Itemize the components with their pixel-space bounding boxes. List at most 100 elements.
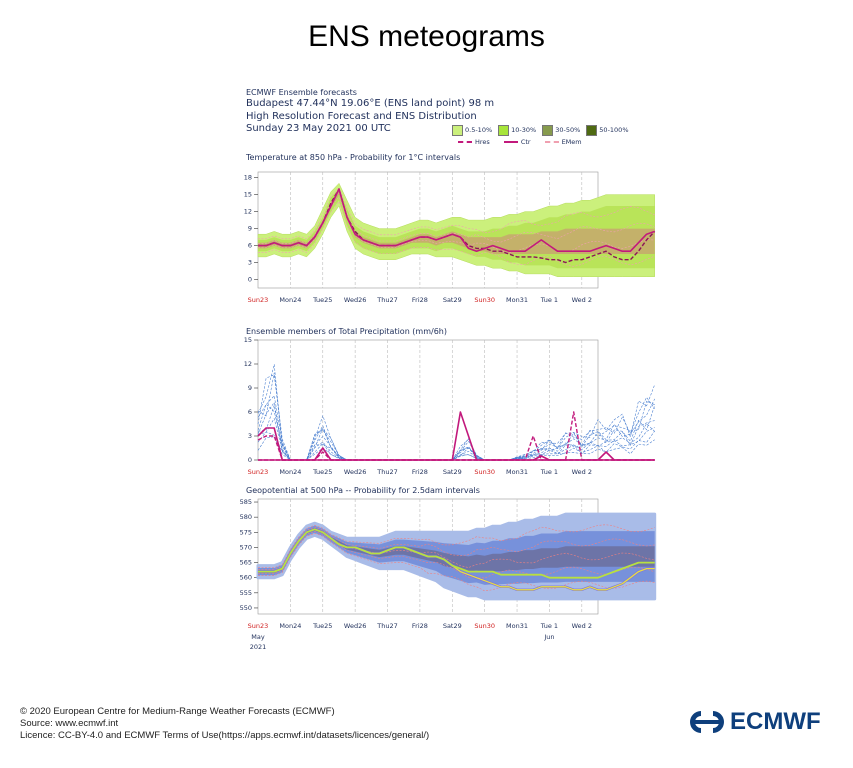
x-tick-label: Wed 2 — [572, 296, 592, 304]
x-tick-label: Tue 1 — [540, 622, 558, 630]
x-tick-label: Fri28 — [412, 622, 428, 630]
ensemble-member-line — [257, 418, 655, 461]
y-tick-label: 560 — [240, 574, 252, 582]
legend-band-0: 0.5-10% — [452, 124, 493, 136]
y-tick-label: 9 — [248, 384, 252, 392]
ensemble-member-line — [257, 395, 655, 461]
x-tick-label: Sun30 — [474, 468, 495, 476]
y-tick-label: 575 — [240, 528, 252, 536]
legend-line-1: Ctr — [503, 138, 531, 146]
ensemble-member-line — [258, 187, 655, 240]
legend-line-0: Hres — [458, 138, 490, 146]
x-tick-label: Mon24 — [279, 622, 301, 630]
x-tick-label: Wed 2 — [572, 622, 592, 630]
y-tick-label: 6 — [248, 408, 252, 416]
band-30-50 — [258, 189, 655, 254]
legend: 0.5-10% 10-30% 30-50% 50-100% Hres Ctr EMem — [452, 124, 635, 148]
meteogram-charts: Temperature at 850 hPa - Probability for… — [240, 153, 657, 651]
chart-title: Temperature at 850 hPa - Probability for… — [245, 153, 460, 162]
x-tick-label: Sat29 — [443, 296, 462, 304]
x-tick-label: Mon31 — [506, 296, 528, 304]
year-label: 2021 — [250, 643, 267, 651]
y-tick-label: 12 — [244, 360, 252, 368]
y-tick-label: 3 — [248, 259, 252, 267]
month-label: May — [251, 633, 265, 641]
chart-title: Ensemble members of Total Precipitation … — [246, 327, 447, 336]
x-tick-label: Sun23 — [248, 296, 269, 304]
x-tick-label: Sat29 — [443, 622, 462, 630]
y-tick-label: 580 — [240, 513, 252, 521]
legend-label: Ctr — [520, 138, 531, 146]
y-tick-label: 9 — [248, 225, 252, 233]
ensemble-member-line — [258, 533, 655, 592]
y-tick-label: 555 — [240, 589, 252, 597]
x-tick-label: Wed26 — [344, 622, 366, 630]
source-text: Source: www.ecmwf.int — [20, 718, 119, 729]
legend-label: 0.5-10% — [465, 126, 493, 134]
ecmwf-logo-text: ECMWF — [730, 708, 821, 735]
legend-label: 10-30% — [511, 126, 537, 134]
legend-swatch — [498, 124, 510, 136]
x-tick-label: Wed26 — [344, 296, 366, 304]
ecmwf-logo[interactable]: ECMWF — [688, 708, 821, 736]
x-tick-label: Wed26 — [344, 468, 366, 476]
legend-band-1: 10-30% — [498, 124, 537, 136]
header-description: High Resolution Forecast and ENS Distrib… — [246, 111, 477, 122]
y-tick-label: 15 — [244, 191, 252, 199]
ensemble-member-line — [257, 372, 655, 461]
ensemble-member-line — [258, 531, 655, 579]
x-tick-label: Sun30 — [474, 296, 495, 304]
ensemble-member-line — [258, 526, 655, 570]
legend-line-sample — [544, 141, 559, 143]
x-tick-label: Tue 1 — [540, 296, 558, 304]
ctr-line — [258, 188, 655, 252]
y-tick-label: 585 — [240, 498, 252, 506]
ensemble-member-line — [257, 374, 655, 461]
y-tick-label: 0 — [248, 276, 252, 284]
plot-area — [257, 339, 599, 461]
ensemble-member-line — [258, 196, 655, 254]
x-tick-label: Tue25 — [312, 622, 332, 630]
legend-swatch — [542, 124, 554, 136]
x-tick-label: Thu27 — [376, 296, 397, 304]
hres-peak-line — [258, 411, 655, 461]
x-tick-label: Mon24 — [279, 468, 301, 476]
x-tick-label: Thu27 — [376, 468, 397, 476]
chart-title: Geopotential at 500 hPa -- Probability f… — [246, 486, 480, 495]
x-tick-label: Sun23 — [248, 622, 269, 630]
legend-line-2: EMem — [544, 138, 582, 146]
page-title: ENS meteograms — [308, 20, 545, 53]
x-tick-label: Tue 1 — [540, 468, 558, 476]
legend-label: Hres — [475, 138, 490, 146]
ensemble-member-line — [257, 364, 655, 461]
y-tick-label: 6 — [248, 242, 252, 250]
header-location: Budapest 47.44°N 19.06°E (ENS land point… — [246, 98, 495, 109]
y-tick-label: 18 — [244, 174, 252, 182]
y-tick-label: 12 — [244, 208, 252, 216]
licence-text: Licence: CC-BY-4.0 and ECMWF Terms of Us… — [20, 730, 430, 741]
x-tick-label: Thu27 — [376, 622, 397, 630]
x-tick-label: Sat29 — [443, 468, 462, 476]
ensemble-member-line — [258, 524, 655, 568]
x-tick-label: Sun23 — [248, 468, 269, 476]
legend-swatch — [586, 124, 598, 136]
legend-swatch — [452, 124, 463, 136]
ecmwf-logo-icon — [690, 711, 724, 733]
ensemble-member-line — [257, 402, 655, 461]
month-label: Jun — [543, 633, 554, 641]
y-tick-label: 570 — [240, 543, 252, 551]
y-tick-label: 3 — [248, 432, 252, 440]
x-tick-label: Wed 2 — [572, 468, 592, 476]
legend-label: 50-100% — [599, 126, 629, 134]
x-tick-label: Sun30 — [474, 622, 495, 630]
x-tick-label: Fri28 — [412, 296, 428, 304]
x-tick-label: Mon31 — [506, 468, 528, 476]
y-tick-label: 565 — [240, 559, 252, 567]
legend-band-2: 30-50% — [542, 124, 580, 136]
x-tick-label: Mon24 — [279, 296, 301, 304]
legend-band-3: 50-100% — [586, 124, 629, 136]
copyright-text: © 2020 European Centre for Medium-Range … — [20, 706, 335, 717]
x-tick-label: Mon31 — [506, 622, 528, 630]
header-source: ECMWF Ensemble forecasts — [246, 88, 357, 97]
legend-line-sample — [458, 141, 472, 143]
